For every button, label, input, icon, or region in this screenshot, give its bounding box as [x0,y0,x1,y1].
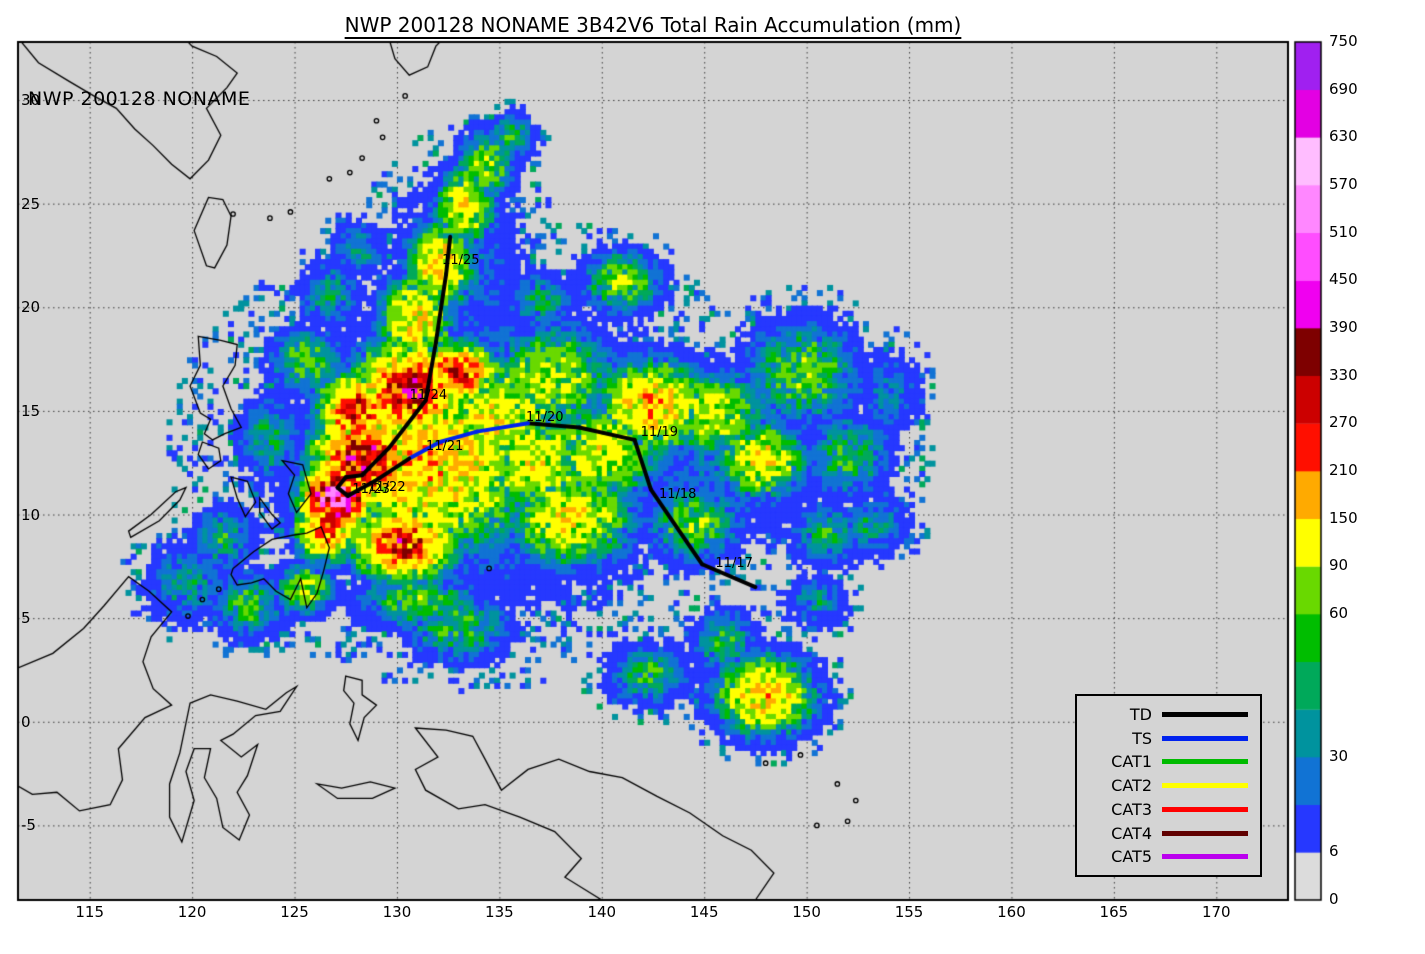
legend-label: TS [1132,728,1152,748]
legend-line-swatch [1162,806,1248,812]
legend-label: CAT1 [1111,752,1152,772]
legend-label: TD [1129,704,1152,724]
legend-label: CAT5 [1111,847,1152,867]
legend-line-swatch [1162,735,1248,741]
legend-line-swatch [1162,783,1248,788]
legend-label: CAT4 [1111,823,1152,843]
legend-line-swatch [1162,759,1248,765]
storm-category-legend: TD TS CAT1 CAT2 CAT3 CAT4 CAT5 [1075,694,1262,877]
legend-label: CAT2 [1111,776,1152,795]
storm-id-label: NWP 200128 NONAME [28,88,251,110]
legend-item-cat4: CAT4 [1083,824,1248,843]
legend-item-cat5: CAT5 [1083,847,1248,866]
legend-line-swatch [1162,854,1248,860]
legend-line-swatch [1162,830,1248,836]
legend-line-swatch [1162,711,1248,717]
legend-item-cat2: CAT2 [1083,776,1248,795]
legend-item-cat1: CAT1 [1083,752,1248,771]
legend-item-ts: TS [1083,729,1248,748]
legend-item-cat3: CAT3 [1083,800,1248,819]
legend-item-td: TD [1083,705,1248,724]
chart-title: NWP 200128 NONAME 3B42V6 Total Rain Accu… [344,13,962,37]
legend-label: CAT3 [1111,799,1152,819]
